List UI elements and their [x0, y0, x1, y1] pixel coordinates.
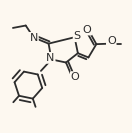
Text: S: S	[74, 31, 81, 41]
Text: N: N	[29, 33, 38, 43]
Text: O: O	[71, 72, 80, 82]
Text: N: N	[46, 53, 55, 63]
Text: O: O	[82, 24, 91, 35]
Text: O: O	[107, 36, 116, 46]
